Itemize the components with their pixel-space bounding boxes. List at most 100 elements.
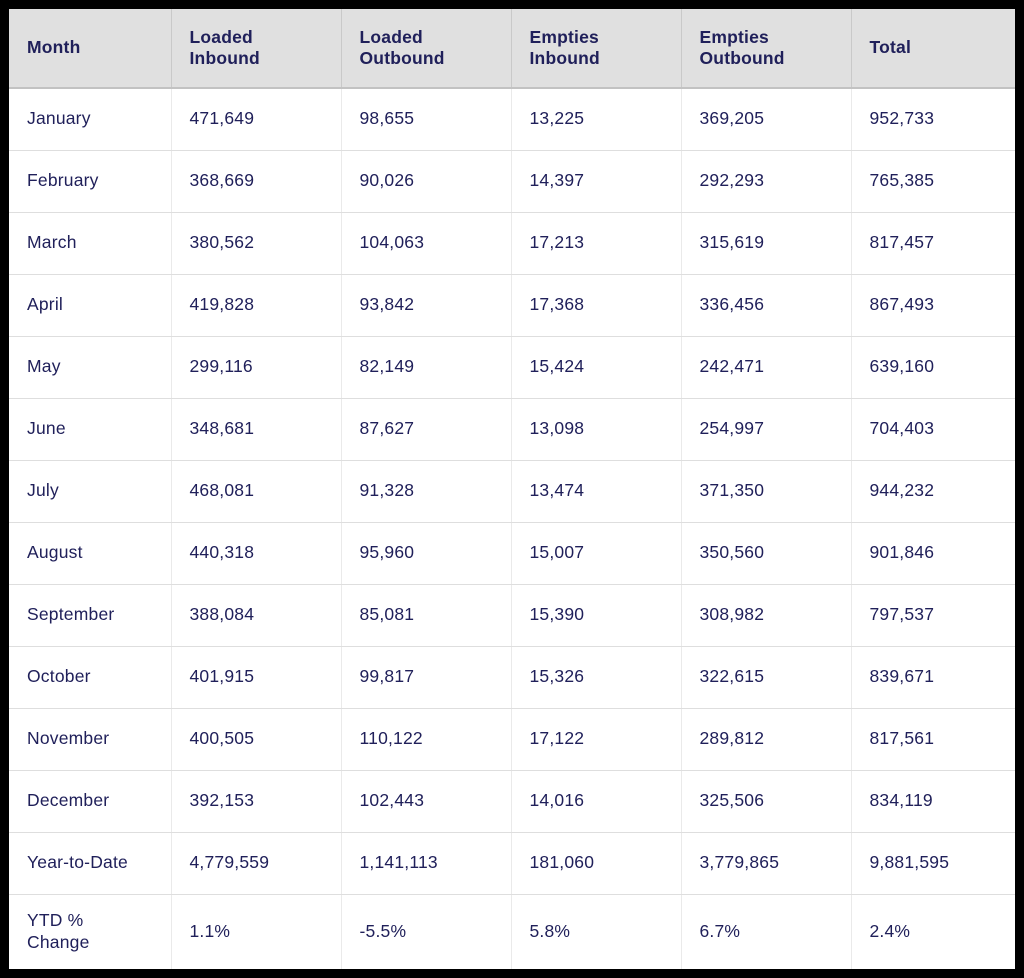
cell-value: 400,505 bbox=[171, 708, 342, 771]
cell-value: 102,443 bbox=[341, 770, 512, 833]
cell-value: 380,562 bbox=[171, 212, 342, 275]
cell-value: 13,098 bbox=[511, 398, 682, 461]
row-label: May bbox=[9, 336, 172, 399]
cell-value: 14,016 bbox=[511, 770, 682, 833]
cell-value: 289,812 bbox=[681, 708, 852, 771]
table-row: Year-to-Date 4,779,559 1,141,113 181,060 3,7… bbox=[9, 832, 1015, 895]
table-body: January 471,649 98,655 13,225 369,205 952,733… bbox=[9, 88, 1015, 969]
col-header-loaded-outbound: Loaded Outbound bbox=[341, 9, 512, 89]
col-header-empties-inbound: Empties Inbound bbox=[511, 9, 682, 89]
row-label: July bbox=[9, 460, 172, 523]
row-label: December bbox=[9, 770, 172, 833]
cell-value: 901,846 bbox=[851, 522, 1015, 585]
cell-value: 9,881,595 bbox=[851, 832, 1015, 895]
cell-value: 15,390 bbox=[511, 584, 682, 647]
table-row: September 388,084 85,081 15,390 308,982 797,5… bbox=[9, 584, 1015, 647]
table-row: June 348,681 87,627 13,098 254,997 704,403 bbox=[9, 398, 1015, 461]
cell-value: 98,655 bbox=[341, 88, 512, 151]
row-label: August bbox=[9, 522, 172, 585]
cell-value: 299,116 bbox=[171, 336, 342, 399]
row-label: February bbox=[9, 150, 172, 213]
row-label: November bbox=[9, 708, 172, 771]
table-row: YTD % Change 1.1% -5.5% 5.8% 6.7% 2.4% bbox=[9, 894, 1015, 969]
row-label: October bbox=[9, 646, 172, 709]
cell-value: 1,141,113 bbox=[341, 832, 512, 895]
table-row: August 440,318 95,960 15,007 350,560 901,846 bbox=[9, 522, 1015, 585]
cell-value: 368,669 bbox=[171, 150, 342, 213]
cell-value: 350,560 bbox=[681, 522, 852, 585]
row-label: April bbox=[9, 274, 172, 337]
cell-value: 401,915 bbox=[171, 646, 342, 709]
table-row: April 419,828 93,842 17,368 336,456 867,493 bbox=[9, 274, 1015, 337]
table-row: February 368,669 90,026 14,397 292,293 765,38… bbox=[9, 150, 1015, 213]
cell-value: 315,619 bbox=[681, 212, 852, 275]
table-row: March 380,562 104,063 17,213 315,619 817,457 bbox=[9, 212, 1015, 275]
cell-value: 14,397 bbox=[511, 150, 682, 213]
cell-value: 99,817 bbox=[341, 646, 512, 709]
header-row: Month Loaded Inbound Loaded Outbound Emp… bbox=[9, 9, 1015, 89]
cell-value: 392,153 bbox=[171, 770, 342, 833]
cell-value: 5.8% bbox=[511, 894, 682, 969]
cell-value: 292,293 bbox=[681, 150, 852, 213]
cell-value: 388,084 bbox=[171, 584, 342, 647]
row-label: September bbox=[9, 584, 172, 647]
cell-value: 181,060 bbox=[511, 832, 682, 895]
cell-value: 104,063 bbox=[341, 212, 512, 275]
cell-value: 325,506 bbox=[681, 770, 852, 833]
cell-value: 468,081 bbox=[171, 460, 342, 523]
table-row: January 471,649 98,655 13,225 369,205 952,733 bbox=[9, 88, 1015, 151]
cell-value: 867,493 bbox=[851, 274, 1015, 337]
cell-value: 348,681 bbox=[171, 398, 342, 461]
cell-value: 242,471 bbox=[681, 336, 852, 399]
cell-value: 17,368 bbox=[511, 274, 682, 337]
col-header-empties-outbound: Empties Outbound bbox=[681, 9, 852, 89]
cell-value: 322,615 bbox=[681, 646, 852, 709]
cell-value: 1.1% bbox=[171, 894, 342, 969]
cell-value: 817,561 bbox=[851, 708, 1015, 771]
cell-value: 91,328 bbox=[341, 460, 512, 523]
cell-value: 15,326 bbox=[511, 646, 682, 709]
cell-value: 95,960 bbox=[341, 522, 512, 585]
row-label: March bbox=[9, 212, 172, 275]
cell-value: 17,122 bbox=[511, 708, 682, 771]
cell-value: 817,457 bbox=[851, 212, 1015, 275]
row-label: June bbox=[9, 398, 172, 461]
cell-value: 254,997 bbox=[681, 398, 852, 461]
row-label: YTD % Change bbox=[9, 894, 172, 969]
cell-value: 3,779,865 bbox=[681, 832, 852, 895]
cell-value: 110,122 bbox=[341, 708, 512, 771]
col-header-month: Month bbox=[9, 9, 172, 89]
cell-value: 13,225 bbox=[511, 88, 682, 151]
cell-value: 15,007 bbox=[511, 522, 682, 585]
row-label: January bbox=[9, 88, 172, 151]
cell-value: 371,350 bbox=[681, 460, 852, 523]
table-row: October 401,915 99,817 15,326 322,615 839,671 bbox=[9, 646, 1015, 709]
cell-value: 82,149 bbox=[341, 336, 512, 399]
cell-value: 797,537 bbox=[851, 584, 1015, 647]
cell-value: 952,733 bbox=[851, 88, 1015, 151]
cell-value: 308,982 bbox=[681, 584, 852, 647]
cell-value: 419,828 bbox=[171, 274, 342, 337]
cell-value: 839,671 bbox=[851, 646, 1015, 709]
cell-value: 6.7% bbox=[681, 894, 852, 969]
cell-value: 765,385 bbox=[851, 150, 1015, 213]
cell-value: -5.5% bbox=[341, 894, 512, 969]
col-header-total: Total bbox=[851, 9, 1015, 89]
col-header-loaded-inbound: Loaded Inbound bbox=[171, 9, 342, 89]
table-row: December 392,153 102,443 14,016 325,506 834,1… bbox=[9, 770, 1015, 833]
cell-value: 4,779,559 bbox=[171, 832, 342, 895]
cell-value: 13,474 bbox=[511, 460, 682, 523]
cell-value: 704,403 bbox=[851, 398, 1015, 461]
cell-value: 834,119 bbox=[851, 770, 1015, 833]
cell-value: 471,649 bbox=[171, 88, 342, 151]
cell-value: 87,627 bbox=[341, 398, 512, 461]
table-row: May 299,116 82,149 15,424 242,471 639,160 bbox=[9, 336, 1015, 399]
table-row: November 400,505 110,122 17,122 289,812 817,5… bbox=[9, 708, 1015, 771]
monthly-teu-table: Month Loaded Inbound Loaded Outbound Emp… bbox=[9, 9, 1015, 969]
cell-value: 93,842 bbox=[341, 274, 512, 337]
cell-value: 336,456 bbox=[681, 274, 852, 337]
row-label: Year-to-Date bbox=[9, 832, 172, 895]
cell-value: 369,205 bbox=[681, 88, 852, 151]
cell-value: 85,081 bbox=[341, 584, 512, 647]
